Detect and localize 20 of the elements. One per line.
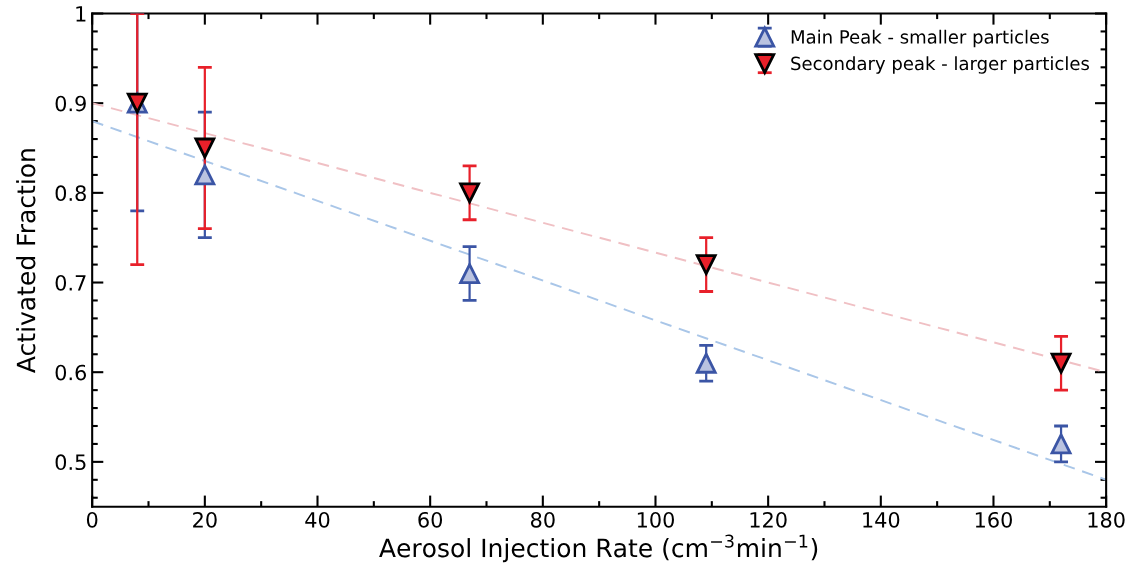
x-axis-title: Aerosol Injection Rate (cm$^{−3}$min$^{−1}$)	[379, 534, 818, 563]
x-tick-label: 180	[1088, 511, 1125, 528]
y-tick-label: 0.9	[55, 95, 86, 112]
x-tick-label: 20	[193, 511, 217, 528]
y-tick-label: 0.5	[55, 454, 86, 471]
x-tick-label: 60	[418, 511, 443, 528]
x-tick-label: 0	[86, 511, 98, 528]
y-tick-label: 0.7	[55, 274, 86, 291]
x-tick-label: 100	[637, 511, 674, 528]
x-tick-label: 40	[305, 511, 330, 528]
y-axis-title: Activated Fraction	[16, 149, 36, 373]
legend-label: Main Peak - smaller particles	[791, 29, 1049, 48]
y-tick-label: 0.6	[55, 364, 87, 381]
x-tick-label: 120	[750, 511, 787, 528]
x-tick-label: 80	[530, 511, 555, 528]
x-tick-label: 140	[863, 511, 900, 528]
y-tick-label: 1	[76, 6, 86, 22]
y-tick-label: 0.8	[55, 185, 86, 202]
legend-label: Secondary peak - larger particles	[791, 56, 1089, 74]
x-tick-label: 160	[975, 511, 1012, 528]
